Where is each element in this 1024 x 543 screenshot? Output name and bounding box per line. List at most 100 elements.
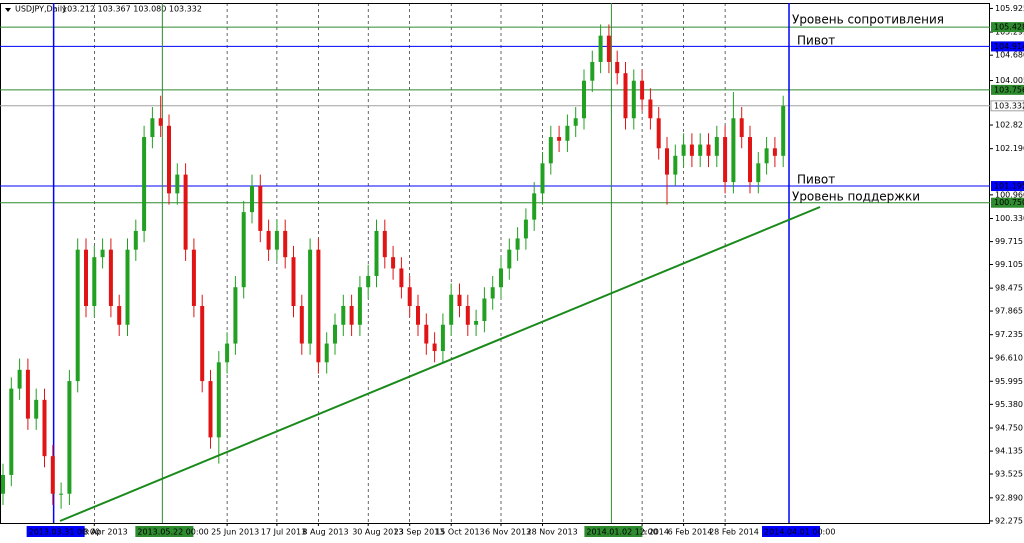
level-box [991, 197, 1024, 208]
candle-body [665, 148, 669, 175]
annotation: Пивот [797, 34, 835, 48]
candle-body [117, 305, 122, 325]
candle-body [158, 118, 163, 126]
candle-body [67, 381, 72, 494]
candle-body [142, 137, 147, 231]
candle-body [723, 137, 728, 183]
y-tick-label: 98.475 [995, 284, 1023, 293]
time-label: 2013.03.31 00:00 [29, 528, 100, 537]
candle-body [241, 212, 246, 288]
candle-body [764, 148, 769, 164]
candle-body [9, 388, 14, 475]
candle-body [283, 230, 288, 258]
level-label: 103.756 [994, 85, 1024, 94]
candle-body [631, 80, 636, 119]
candle-body [490, 287, 495, 299]
candle-body [150, 118, 155, 138]
candle-body [324, 343, 329, 363]
candle-body [374, 230, 379, 276]
y-tick-label: 104.680 [995, 51, 1024, 60]
candle-body [183, 174, 188, 250]
candle-body [656, 118, 661, 149]
y-tick-label: 97.235 [995, 330, 1023, 339]
candle-body [432, 343, 437, 352]
candle-body [532, 193, 537, 220]
candle-body [407, 287, 412, 306]
candle-body [341, 305, 346, 325]
candle-body [216, 362, 221, 438]
candle-body [133, 230, 138, 250]
y-tick-label: 104.005 [995, 76, 1024, 85]
candle-body [474, 321, 479, 325]
candle-body [689, 144, 694, 156]
candle-body [108, 249, 113, 306]
candle-body [208, 381, 213, 438]
x-tick-label: 5 Jan 2014 [626, 528, 669, 537]
candle-body [781, 105, 786, 156]
time-label: 2014.01.02 12:00 [586, 528, 657, 537]
candle-body [457, 294, 462, 306]
candle-body [582, 80, 586, 119]
x-tick-label: 8 Aug 2013 [302, 528, 348, 537]
y-tick-label: 99.715 [995, 237, 1023, 246]
y-tick-label: 100.960 [995, 190, 1024, 199]
annotation: Уровень сопротивления [792, 13, 944, 27]
candle-body [507, 249, 512, 269]
x-tick-label: 18 Apr 2013 [78, 528, 127, 537]
candle-body [590, 61, 595, 81]
candle-body [557, 137, 562, 141]
y-tick-label: 92.275 [995, 516, 1023, 525]
candle-body [42, 399, 47, 457]
y-tick-label: 94.750 [995, 424, 1023, 433]
candle-body [25, 369, 30, 419]
candle-body [175, 174, 180, 194]
y-tick-label: 102.82 [995, 121, 1023, 130]
candle-body [1, 474, 5, 494]
candle-body [357, 287, 362, 325]
trend-line [59, 206, 821, 522]
candle-body [17, 369, 22, 389]
candle-body [565, 125, 570, 141]
candle-body [739, 118, 744, 138]
candle-body [167, 125, 171, 194]
candle-body [225, 343, 230, 363]
candle-body [308, 249, 313, 344]
candle-body [573, 118, 578, 126]
level-box [991, 84, 1024, 95]
candle-body [349, 305, 354, 325]
level-box [991, 41, 1024, 52]
x-tick-label: 28 Feb 2014 [709, 528, 759, 537]
candle-body [440, 324, 445, 352]
candle-body [499, 268, 503, 288]
candle-body [623, 73, 628, 119]
header-values: 103.212 103.367 103.080 103.332 [62, 5, 202, 14]
candle-body [548, 137, 553, 164]
y-tick-label: 97.865 [995, 307, 1023, 316]
candle-body [748, 137, 752, 183]
candle-body [515, 238, 520, 250]
candle-body [191, 249, 196, 306]
candle-body [673, 155, 678, 175]
x-tick-label: 23 Sep 2013 [394, 528, 445, 537]
y-tick-label: 96.610 [995, 354, 1023, 363]
candle-body [399, 268, 404, 288]
candle-body [482, 298, 487, 322]
time-label: 2013.05.22 00:00 [137, 528, 208, 537]
candle-body [258, 185, 263, 231]
candle-body [382, 230, 387, 258]
candle-body [84, 249, 88, 306]
candle-body [316, 249, 321, 363]
annotation: Пивот [797, 173, 835, 187]
candle-body [333, 324, 337, 344]
x-tick-label: 6 Feb 2014 [668, 528, 713, 537]
time-box [762, 526, 821, 537]
candle-body [125, 249, 130, 325]
candle-body [598, 35, 603, 62]
x-tick-label: 15 Oct 2013 [435, 528, 484, 537]
x-tick-label: 25 Jun 2013 [211, 528, 259, 537]
level-box [991, 181, 1024, 192]
level-label: 105.428 [994, 23, 1024, 32]
candle-body [648, 99, 653, 119]
candle-body [698, 144, 703, 156]
